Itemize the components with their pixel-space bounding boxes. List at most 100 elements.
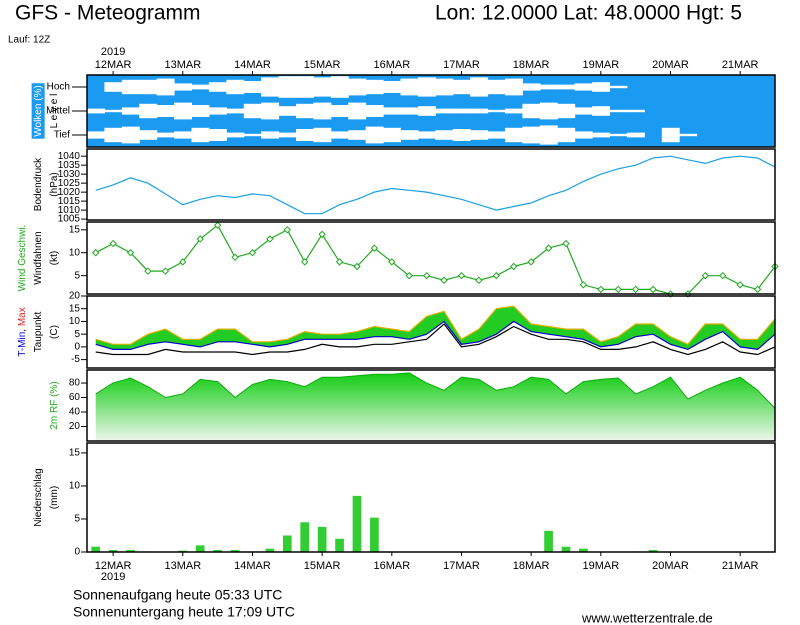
cloud-cell [487,79,506,95]
year-label: 2019 [101,571,125,583]
bar [561,546,571,552]
cloud-cell [174,102,193,120]
cloud-cell [278,76,297,98]
cloud-cell [348,130,367,140]
cloud-cell [365,126,384,144]
cloud-cell [592,106,611,116]
cloud-cell [330,131,349,139]
y-tick-label: 60 [69,392,81,403]
cloud-cell [365,105,384,117]
x-tick-label: 14MAR [234,59,271,71]
cloud-cell [417,77,436,97]
marker [179,258,187,266]
marker [475,276,483,284]
marker [597,285,605,294]
marker [126,249,135,257]
panel-frame [86,442,776,553]
bar [317,526,327,552]
cloud-cell [226,108,245,114]
y-axis-label-part: (mm) [49,486,60,509]
x-tick-label: 16MAR [373,560,410,572]
bar [352,495,362,552]
marker [248,249,257,257]
cloud-cell [191,84,210,90]
series-line [95,305,776,346]
cloud-cell [626,109,645,113]
y-tick-label: 15 [69,303,81,314]
marker [283,226,292,234]
cloud-cell [87,108,105,114]
marker [109,239,117,248]
cloud-cell [87,131,105,139]
cloud-cell [296,103,314,119]
marker [544,244,553,252]
cloud-cell [452,108,471,114]
cloud-cell [505,78,523,96]
y-axis-label-part: Taupunkt [33,311,44,352]
cloud-cell [609,133,628,137]
cloud-cell [557,127,576,143]
bar [335,538,344,552]
cloud-cell [156,105,175,117]
y-axis-label-part: Wolken (%) [33,85,44,137]
y-axis-label-part: (C) [49,325,60,339]
cloud-cell [208,107,227,115]
level-label: Tief [54,130,71,141]
marker [266,235,274,243]
bar [213,550,222,552]
cloud-cell [261,77,280,97]
cloud-cell [400,107,419,115]
y-tick-label: 40 [69,407,81,418]
x-tick-label: 13MAR [164,59,201,71]
y-axis-label-part: Wind Geschwi. [17,225,28,292]
cloud-cell [435,78,454,96]
y-tick-label: 5 [74,329,80,340]
panel-frame [86,148,776,221]
cloud-cell [574,83,593,91]
range-fill [95,306,775,350]
panel-frame [86,74,776,148]
y-axis-label-part: T-Min, [17,326,28,357]
cloud-cell [208,82,227,92]
marker [562,239,570,248]
cloud-cell [487,109,506,113]
marker [579,281,588,289]
bar [230,550,240,552]
cloud-cell [574,107,593,115]
y-tick-label: 1040 [58,151,81,162]
y-axis-label: Taupunkt [33,311,44,352]
marker [753,285,762,294]
y-tick-label: 0 [74,547,80,558]
cloud-cell [400,130,419,140]
y-axis-label: T-Min, Max [17,307,28,356]
cloud-cell [348,78,367,96]
y-axis-label-part: (hPa) [49,172,60,196]
x-tick-label: 14MAR [234,560,271,572]
bar [195,545,205,552]
y-tick-label: 80 [69,378,81,389]
bar [370,517,379,552]
x-tick-label: 19MAR [582,560,619,572]
cloud-cell [383,107,402,115]
cloud-cell [174,83,193,91]
bar [300,522,310,552]
marker [510,262,518,271]
y-axis-label: (C) [49,325,60,339]
cloud-cell [121,126,140,144]
cloud-cell [400,78,419,96]
cloud-cell [330,105,349,117]
cloud-cell [243,103,262,119]
y-tick-label: 20 [69,421,81,432]
sunset: Sonnenuntergang heute 17:09 UTC [73,604,295,620]
y-axis-label: Bodendruck [33,157,44,211]
y-tick-label: -5 [71,354,80,365]
cloud-cell [435,130,454,140]
marker [719,271,727,280]
location: Lon: 12.0000 Lat: 48.0000 Hgt: 5 [435,2,742,25]
y-axis-label-part: Max [17,307,28,326]
cloud-cell [243,81,262,93]
source: www.wetterzentrale.de [581,610,713,625]
marker [370,244,379,252]
cloud-cell [626,132,645,138]
area-edge [95,372,776,409]
